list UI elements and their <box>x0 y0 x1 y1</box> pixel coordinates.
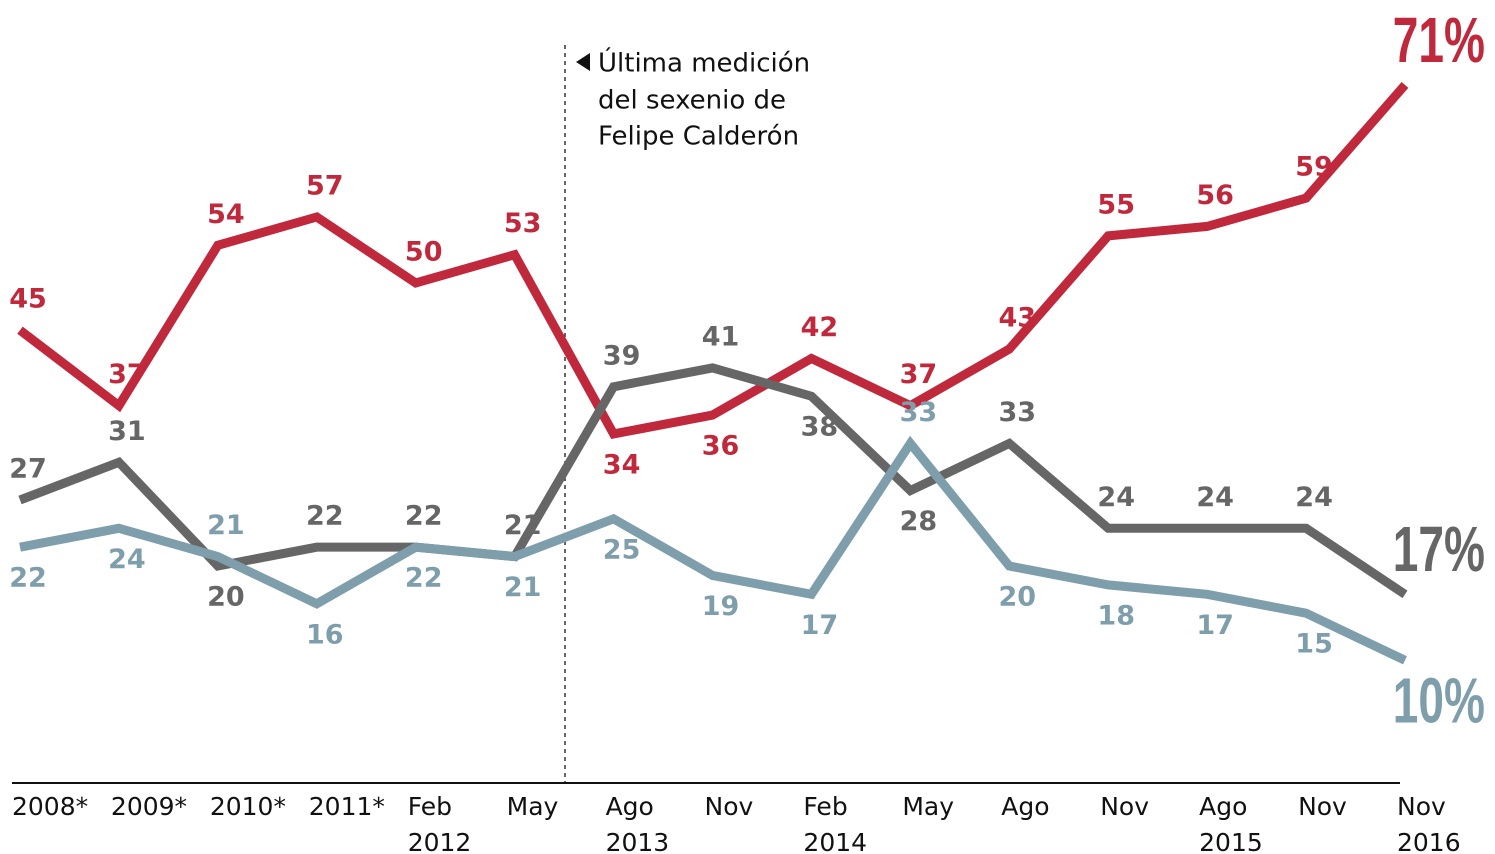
annotation: Última medición <box>598 47 810 79</box>
x-tick-label: Nov 2016 <box>1397 792 1461 854</box>
series-line <box>19 435 1407 665</box>
x-tick-label: Ago 2013 <box>606 792 670 854</box>
value-label: 45 <box>9 284 47 315</box>
value-label: 53 <box>504 208 542 239</box>
value-label: 50 <box>405 237 443 268</box>
series-line <box>17 81 1409 439</box>
value-label: 20 <box>207 582 245 613</box>
value-label: 39 <box>603 340 641 371</box>
value-label: 54 <box>207 199 245 230</box>
value-label: 21 <box>207 510 245 541</box>
x-tick-label: May <box>507 792 559 821</box>
value-label: 27 <box>9 453 47 484</box>
annotation: del sexenio de <box>598 86 786 116</box>
value-label: 22 <box>405 501 443 532</box>
x-tick-label-line: 2014 <box>803 828 867 854</box>
value-label: 20 <box>998 582 1036 613</box>
value-label: 19 <box>702 591 740 622</box>
value-label: 24 <box>108 544 146 575</box>
value-label: 22 <box>306 501 344 532</box>
end-label: 71% <box>1393 4 1485 75</box>
x-tick-label-line: Nov <box>1397 792 1454 821</box>
value-label: 42 <box>801 312 839 343</box>
value-label: 59 <box>1295 152 1333 183</box>
value-label: 25 <box>603 534 641 565</box>
value-label: 17 <box>801 610 839 641</box>
x-tick-label: Ago 2015 <box>1199 792 1263 854</box>
value-label: 55 <box>1097 189 1135 220</box>
value-label: 56 <box>1196 180 1234 211</box>
x-tick-label-line: 2016 <box>1397 828 1461 854</box>
x-tick-label-line: Feb <box>408 792 460 821</box>
x-tick-label: 2009* <box>111 792 187 821</box>
x-tick-label-line: Ago <box>606 792 662 821</box>
x-tick-label-line: Feb <box>803 792 855 821</box>
x-tick-label: Feb 2014 <box>803 792 867 854</box>
value-label: 22 <box>9 563 47 594</box>
value-label: 15 <box>1295 629 1333 660</box>
value-label: 31 <box>108 416 146 447</box>
value-label: 22 <box>405 563 443 594</box>
value-label: 37 <box>108 359 146 390</box>
x-tick-label: Nov <box>705 792 754 821</box>
x-tick-label: Feb 2012 <box>408 792 472 854</box>
value-label: 18 <box>1097 600 1135 631</box>
x-tick-label: May <box>902 792 954 821</box>
value-label: 24 <box>1196 482 1234 513</box>
x-tick-label-line: 2012 <box>408 828 472 854</box>
value-label: 37 <box>900 359 938 390</box>
x-tick-label: Nov <box>1100 792 1149 821</box>
value-label: 33 <box>900 397 938 428</box>
value-label: 34 <box>603 449 641 480</box>
x-tick-label: 2008* <box>12 792 88 821</box>
end-label: 10% <box>1393 665 1485 736</box>
value-label: 16 <box>306 619 344 650</box>
value-label: 24 <box>1295 482 1333 513</box>
value-label: 43 <box>998 303 1036 334</box>
value-label: 57 <box>306 170 344 201</box>
value-label: 41 <box>702 321 740 352</box>
value-label: 17 <box>1196 610 1234 641</box>
value-label: 28 <box>900 506 938 537</box>
x-tick-label-line: Ago <box>1199 792 1255 821</box>
x-tick-label: 2011* <box>309 792 385 821</box>
x-tick-label-line: 2015 <box>1199 828 1263 854</box>
value-label: 21 <box>504 510 542 541</box>
value-label: 24 <box>1097 482 1135 513</box>
x-tick-label: 2010* <box>210 792 286 821</box>
x-tick-label-line: 2013 <box>606 828 670 854</box>
x-tick-label: Ago <box>1001 792 1049 821</box>
x-tick-label: Nov <box>1298 792 1347 821</box>
value-label: 21 <box>504 572 542 603</box>
value-label: 33 <box>998 397 1036 428</box>
series-line <box>18 363 1408 599</box>
annotation-arrow <box>576 53 590 71</box>
annotation: Felipe Calderón <box>598 122 799 152</box>
end-label: 17% <box>1393 514 1485 585</box>
value-label: 38 <box>801 412 839 443</box>
value-label: 36 <box>702 431 740 462</box>
